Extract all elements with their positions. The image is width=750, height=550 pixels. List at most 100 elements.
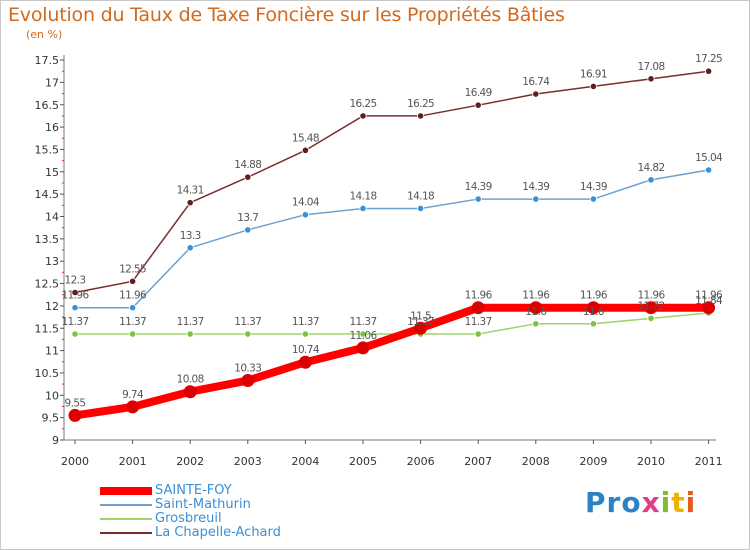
data-label-1: 15.04 xyxy=(695,152,723,164)
series-point-1 xyxy=(244,226,252,234)
data-label-0: 10.08 xyxy=(177,374,204,386)
x-tick-label: 2001 xyxy=(119,455,147,468)
series-point-1 xyxy=(186,244,194,252)
y-tick-label: 10 xyxy=(45,389,59,402)
legend-swatch-sainte-foy xyxy=(100,487,152,495)
y-tick-label: 13.5 xyxy=(35,233,60,246)
legend-swatch-saint-mathurin xyxy=(100,504,152,506)
y-tick-label: 12.5 xyxy=(35,278,60,291)
data-label-3: 14.31 xyxy=(177,185,204,197)
y-tick-label: 14 xyxy=(45,211,59,224)
y-tick-label: 15.5 xyxy=(35,143,60,156)
data-label-2: 11.37 xyxy=(292,316,319,328)
legend-label: Grosbreuil xyxy=(155,511,222,526)
data-label-2: 11.84 xyxy=(695,295,723,307)
y-tick-label: 14.5 xyxy=(35,188,60,201)
data-label-1: 13.3 xyxy=(180,230,201,242)
data-label-0: 10.74 xyxy=(292,344,320,356)
data-label-0: 9.74 xyxy=(122,389,144,401)
y-tick-label: 17.5 xyxy=(35,54,60,67)
x-tick-label: 2003 xyxy=(234,455,262,468)
series-line-3 xyxy=(74,70,710,294)
chart-title: Evolution du Taux de Taxe Foncière sur l… xyxy=(8,4,565,26)
data-label-1: 14.39 xyxy=(580,181,607,193)
series-point-3 xyxy=(416,112,425,120)
series-point-3 xyxy=(244,173,252,181)
y-tick-label: 12 xyxy=(45,300,59,313)
data-label-0: 11.96 xyxy=(465,290,493,302)
y-tick-label: 9.5 xyxy=(42,412,60,425)
series-line-0 xyxy=(71,303,713,420)
data-label-3: 14.88 xyxy=(234,159,261,171)
series-point-2 xyxy=(244,330,252,338)
data-label-0: 11.06 xyxy=(349,330,377,342)
unit-label: (en %) xyxy=(26,28,63,41)
data-label-3: 17.08 xyxy=(637,61,664,73)
data-label-1: 14.39 xyxy=(522,181,549,193)
data-label-3: 16.49 xyxy=(465,87,492,99)
proxiti-logo: Proxiti xyxy=(585,486,697,519)
series-point-3 xyxy=(532,90,540,98)
series-point-1 xyxy=(71,304,79,312)
y-tick-label: 17 xyxy=(45,76,59,89)
series-point-3 xyxy=(129,277,137,285)
y-tick-label: 11 xyxy=(45,345,59,358)
series-point-0 xyxy=(126,400,140,414)
series-point-0 xyxy=(298,355,312,369)
y-tick-label: 16 xyxy=(45,121,59,134)
x-tick-label: 2007 xyxy=(464,455,492,468)
series-point-2 xyxy=(474,330,482,338)
data-label-2: 11.37 xyxy=(407,316,434,328)
y-tick-label: 11.5 xyxy=(35,322,60,335)
data-label-2: 11.72 xyxy=(637,300,664,312)
series-point-1 xyxy=(704,166,713,174)
data-label-2: 11.37 xyxy=(234,316,261,328)
data-label-2: 11.6 xyxy=(525,306,547,318)
series-point-3 xyxy=(647,75,655,83)
series-point-2 xyxy=(186,330,194,338)
series-point-1 xyxy=(647,176,655,184)
x-tick-label: 2009 xyxy=(579,455,607,468)
legend-swatch-la-chapelle-achard xyxy=(100,532,152,534)
x-tick-label: 2011 xyxy=(695,455,723,468)
data-label-0: 11.96 xyxy=(522,290,550,302)
series-line-1 xyxy=(74,169,710,309)
series-point-0 xyxy=(241,374,255,388)
series-point-0 xyxy=(702,301,716,315)
series-point-1 xyxy=(416,204,425,213)
legend-label: SAINTE-FOY xyxy=(155,483,232,498)
data-label-2: 11.37 xyxy=(177,316,204,328)
series-point-1 xyxy=(589,195,598,203)
data-label-0: 9.55 xyxy=(65,397,86,409)
series-point-3 xyxy=(359,112,367,120)
series-point-0 xyxy=(68,408,82,422)
data-label-2: 11.37 xyxy=(119,316,146,328)
series-point-3 xyxy=(474,101,482,109)
data-label-2: 11.37 xyxy=(61,316,88,328)
series-point-0 xyxy=(356,341,370,355)
data-label-3: 15.48 xyxy=(292,132,319,144)
series-point-1 xyxy=(129,304,137,312)
series-point-2 xyxy=(129,330,137,338)
y-tick-label: 9 xyxy=(52,434,59,447)
data-label-1: 13.7 xyxy=(237,212,258,224)
x-tick-label: 2002 xyxy=(176,455,204,468)
legend-swatch-grosbreuil xyxy=(100,518,152,520)
data-label-1: 14.18 xyxy=(407,190,434,202)
data-label-3: 16.91 xyxy=(580,68,607,80)
series-point-2 xyxy=(359,330,367,338)
series-point-3 xyxy=(704,67,713,75)
data-label-1: 11.96 xyxy=(61,290,89,302)
series-point-1 xyxy=(532,195,540,203)
series-point-3 xyxy=(186,199,194,207)
data-label-3: 17.25 xyxy=(695,53,722,65)
series-point-2 xyxy=(532,320,540,328)
series-point-1 xyxy=(359,204,367,213)
x-tick-label: 2005 xyxy=(349,455,377,468)
series-point-3 xyxy=(301,146,309,154)
data-label-2: 11.6 xyxy=(583,306,605,318)
series-point-0 xyxy=(586,301,600,315)
x-tick-label: 2008 xyxy=(522,455,550,468)
y-tick-label: 10.5 xyxy=(35,367,60,380)
